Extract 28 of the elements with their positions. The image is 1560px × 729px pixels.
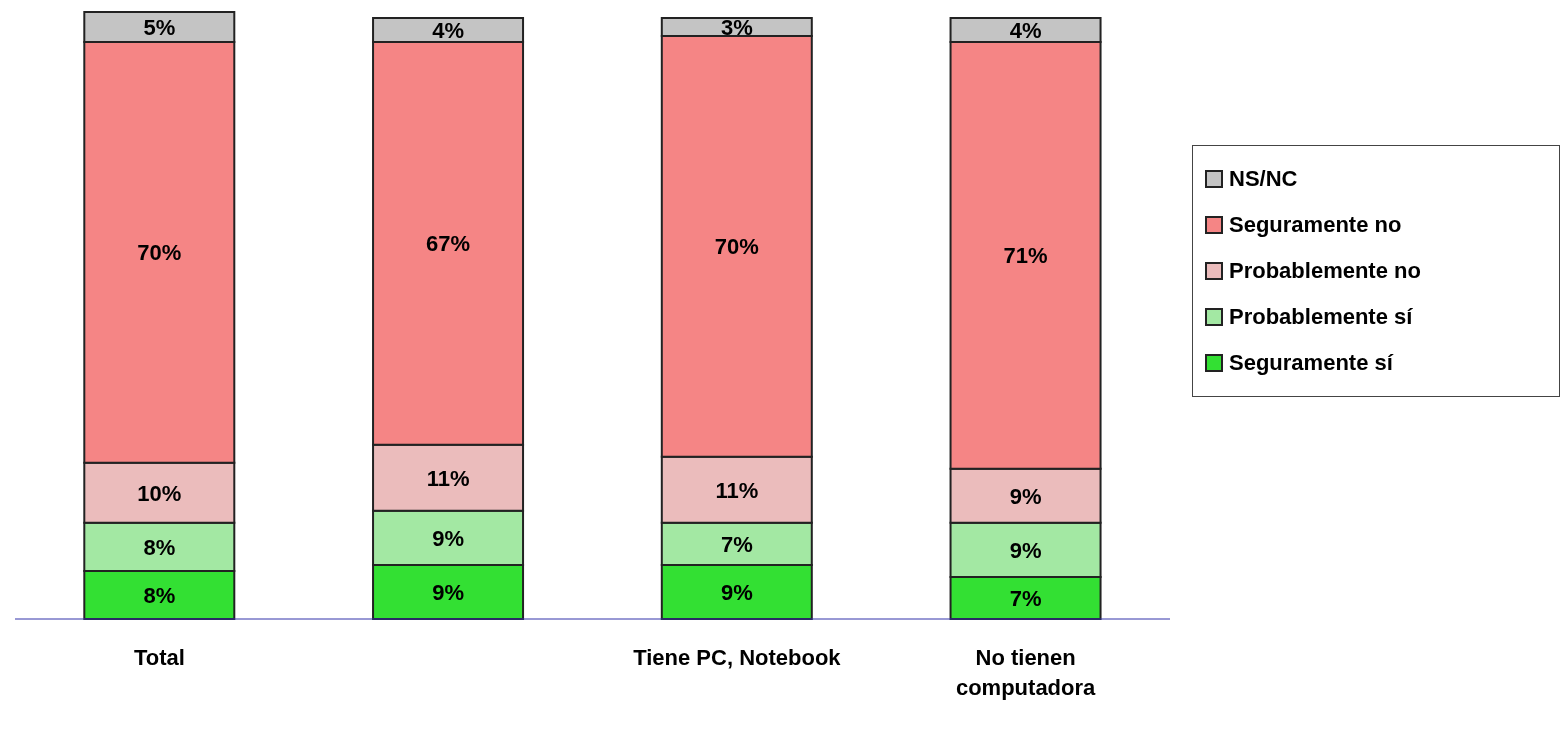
data-label: 9% [720, 579, 753, 605]
legend-label: Probablemente sí [1229, 304, 1413, 330]
data-label: 3% [720, 14, 753, 40]
data-label: 9% [432, 525, 464, 551]
data-label: 71% [1003, 243, 1048, 269]
data-label: 67% [426, 231, 471, 257]
legend-label: Probablemente no [1229, 258, 1421, 284]
data-label: 7% [1009, 585, 1042, 611]
data-label: 5% [143, 14, 176, 40]
data-label: 11% [426, 465, 470, 491]
data-label: 10% [137, 480, 182, 506]
data-label: 70% [137, 240, 182, 266]
data-label: 4% [432, 17, 464, 43]
data-label: 7% [720, 531, 753, 557]
data-label: 9% [1009, 483, 1042, 509]
legend-label: Seguramente sí [1229, 350, 1393, 376]
data-label: 9% [1009, 537, 1042, 563]
legend-label: Seguramente no [1229, 212, 1402, 238]
data-label: 4% [1009, 17, 1042, 43]
data-label: 70% [714, 234, 759, 260]
data-label: 8% [143, 582, 176, 608]
x-tick-label: Total [133, 645, 185, 670]
data-label: 11% [715, 477, 759, 503]
data-label: 8% [143, 534, 176, 560]
x-tick-label: Tiene PC, Notebook [633, 645, 842, 670]
legend-label: NS/NC [1229, 166, 1298, 192]
data-label: 9% [432, 579, 464, 605]
x-tick-label: No tienen computadora [955, 645, 1097, 700]
